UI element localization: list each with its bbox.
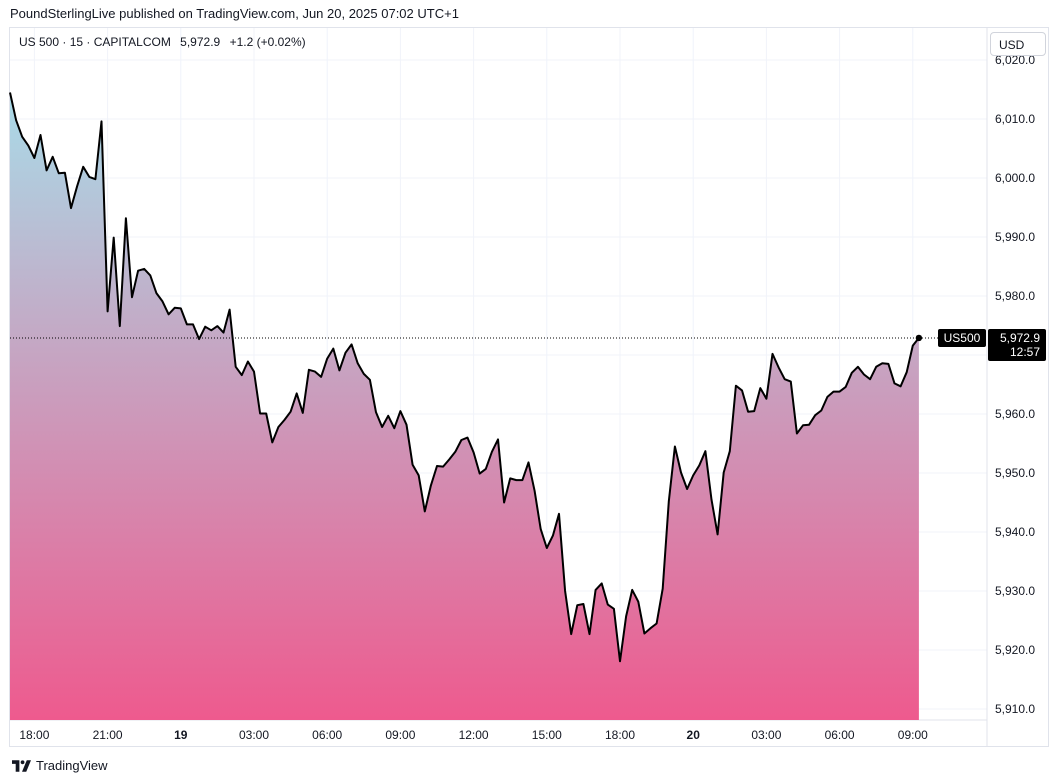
price-axis-label: 5,990.0 bbox=[995, 230, 1035, 244]
price-area-fill bbox=[10, 92, 919, 720]
last-price-tag bbox=[988, 328, 1046, 361]
price-axis-label: 6,010.0 bbox=[995, 112, 1035, 126]
time-axis-label: 20 bbox=[687, 728, 701, 742]
footer-brand-label: TradingView bbox=[36, 758, 108, 773]
time-axis-label: 03:00 bbox=[239, 728, 269, 742]
price-axis-label: 5,980.0 bbox=[995, 289, 1035, 303]
last-price-dot bbox=[915, 334, 923, 342]
price-axis-label: 6,000.0 bbox=[995, 171, 1035, 185]
time-axis-label: 06:00 bbox=[825, 728, 855, 742]
publisher-caption: PoundSterlingLive published on TradingVi… bbox=[10, 6, 459, 21]
price-series-line bbox=[9, 92, 920, 663]
time-axis-label: 06:00 bbox=[312, 728, 342, 742]
price-axis-label: 5,960.0 bbox=[995, 407, 1035, 421]
time-axis-label: 18:00 bbox=[19, 728, 49, 742]
price-axis-label: 5,930.0 bbox=[995, 584, 1035, 598]
footer-brand: TradingView bbox=[12, 758, 108, 773]
time-axis-label: 03:00 bbox=[751, 728, 781, 742]
currency-button[interactable]: USD bbox=[990, 32, 1046, 56]
legend-symbol: US 500 · 15 · CAPITALCOM bbox=[19, 35, 171, 49]
chart-frame bbox=[9, 27, 1049, 747]
legend-last-price: 5,972.9 bbox=[180, 35, 221, 49]
time-axis-label: 18:00 bbox=[605, 728, 635, 742]
price-axis-label: 5,950.0 bbox=[995, 466, 1035, 480]
price-axis-label: 6,020.0 bbox=[995, 53, 1035, 67]
price-axis-label: 5,920.0 bbox=[995, 643, 1035, 657]
tradingview-logo-icon bbox=[12, 759, 31, 772]
time-axis-label: 15:00 bbox=[532, 728, 562, 742]
time-axis-label: 09:00 bbox=[385, 728, 415, 742]
time-axis-label: 19 bbox=[174, 728, 188, 742]
price-axis-label: 5,940.0 bbox=[995, 525, 1035, 539]
symbol-tag-label: US500 bbox=[944, 331, 981, 345]
time-axis-label: 21:00 bbox=[93, 728, 123, 742]
time-axis-label: 09:00 bbox=[898, 728, 928, 742]
price-axis-label: 5,910.0 bbox=[995, 702, 1035, 716]
symbol-legend: US 500 · 15 · CAPITALCOM 5,972.9 +1.2 (+… bbox=[19, 35, 306, 49]
legend-change: +1.2 (+0.02%) bbox=[229, 35, 306, 49]
time-axis-label: 12:00 bbox=[459, 728, 489, 742]
last-price-tag-value: 5,972.9 bbox=[1000, 331, 1040, 345]
bar-countdown: 12:57 bbox=[1010, 345, 1040, 359]
symbol-tag bbox=[938, 328, 986, 347]
